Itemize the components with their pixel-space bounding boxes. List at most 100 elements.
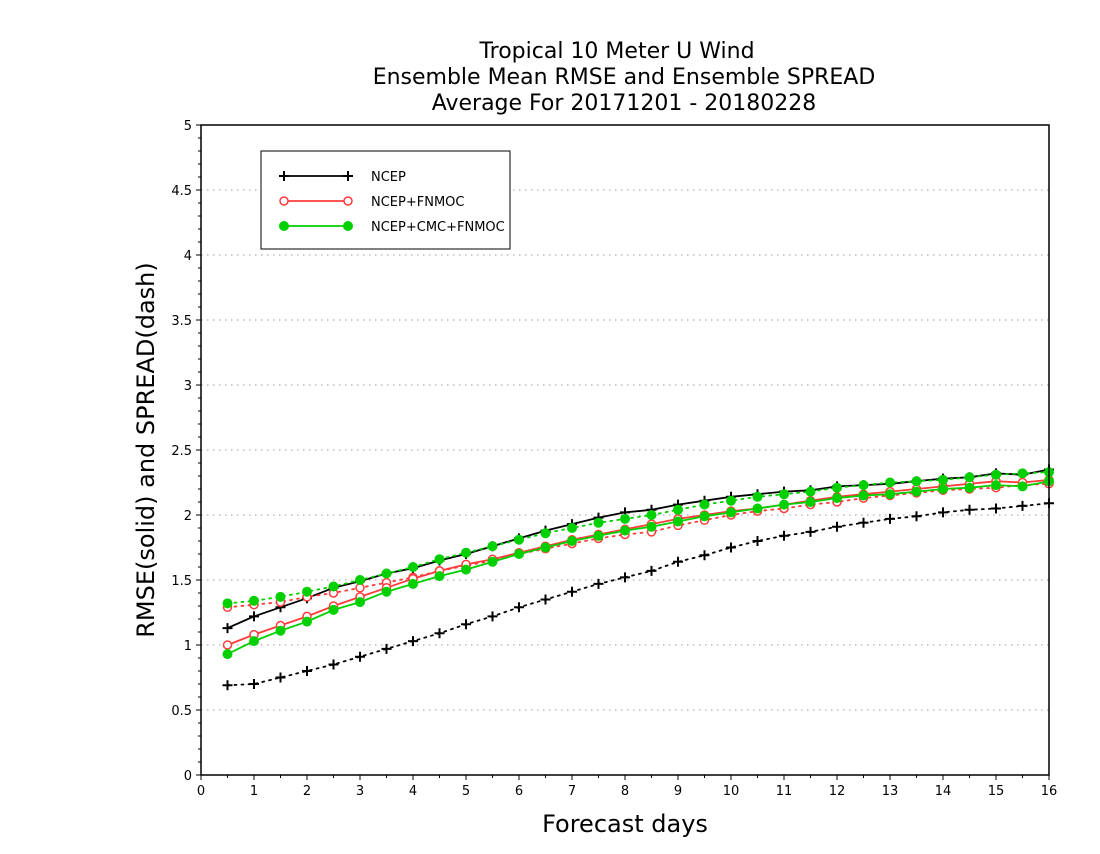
x-tick-label: 6 xyxy=(515,784,523,799)
spread-point xyxy=(275,672,286,683)
rmse-point xyxy=(673,516,683,527)
y-tick-label: 0.5 xyxy=(171,704,192,719)
legend-marker xyxy=(343,196,353,206)
legend-box xyxy=(260,150,511,250)
spread-point xyxy=(646,510,657,520)
y-axis-title: RMSE(solid) and SPREAD(dash) xyxy=(132,262,160,638)
spread-point xyxy=(1017,500,1028,511)
spread-point xyxy=(567,523,577,533)
rmse-point xyxy=(858,490,869,501)
spread-point xyxy=(832,521,842,532)
spread-point xyxy=(911,511,922,522)
spread-point xyxy=(699,499,710,510)
spread-point xyxy=(302,666,312,676)
series-layer xyxy=(222,464,1054,691)
series-ncep xyxy=(222,464,1054,691)
spread-point xyxy=(434,628,445,639)
rmse-point xyxy=(911,486,922,497)
spread-point xyxy=(885,513,895,524)
spread-point xyxy=(805,486,816,497)
rmse-point xyxy=(620,525,630,536)
spread-point xyxy=(885,477,895,488)
x-tick-label: 7 xyxy=(568,784,576,799)
rmse-point xyxy=(991,480,1001,491)
spread-point xyxy=(328,659,339,670)
x-tick-label: 2 xyxy=(303,784,311,799)
legend-marker xyxy=(279,196,289,206)
rmse-point xyxy=(805,497,816,507)
spread-line xyxy=(226,482,1050,609)
title-line-2: Ensemble Mean RMSE and Ensemble SPREAD xyxy=(373,65,876,90)
spread-point xyxy=(964,504,975,515)
spread-point xyxy=(964,472,975,483)
rmse-point xyxy=(699,511,710,522)
spread-point xyxy=(752,536,763,546)
rmse-point xyxy=(885,489,895,500)
spread-point xyxy=(381,568,392,579)
spread-point xyxy=(699,550,710,561)
spread-point xyxy=(355,651,365,662)
spread-point xyxy=(461,547,471,558)
x-tick-label: 11 xyxy=(776,784,793,799)
x-tick-label: 5 xyxy=(462,784,470,799)
y-tick-label: 1.5 xyxy=(171,574,192,589)
spread-point xyxy=(514,534,524,545)
spread-point xyxy=(991,503,1001,514)
spread-point xyxy=(991,469,1001,480)
y-tick-label: 0 xyxy=(184,769,192,784)
x-tick-label: 16 xyxy=(1041,784,1058,799)
spread-point xyxy=(832,482,842,493)
y-tick-label: 2.5 xyxy=(171,444,192,459)
spread-point xyxy=(249,679,259,689)
rmse-point xyxy=(487,556,498,567)
x-tick-label: 10 xyxy=(723,784,740,799)
x-tick-label: 3 xyxy=(356,784,364,799)
rmse-point xyxy=(514,549,524,559)
rmse-point xyxy=(302,616,312,627)
spread-point xyxy=(858,517,869,528)
spread-point xyxy=(779,489,789,500)
rmse-point xyxy=(249,636,259,647)
rmse-line xyxy=(227,480,1050,655)
spread-point xyxy=(858,480,869,491)
spread-point xyxy=(461,619,471,630)
rmse-point xyxy=(461,564,471,575)
spread-point xyxy=(540,528,551,539)
x-tick-label: 0 xyxy=(197,784,205,799)
rmse-point xyxy=(275,625,286,636)
rmse-point xyxy=(567,536,577,546)
spread-point xyxy=(620,513,630,524)
spread-point xyxy=(779,530,789,541)
legend-label: NCEP+FNMOC xyxy=(371,195,464,210)
spread-point xyxy=(302,586,312,597)
spread-point xyxy=(381,643,392,654)
spread-point xyxy=(540,594,551,605)
spread-point xyxy=(726,495,736,506)
spread-point xyxy=(222,598,233,609)
spread-point xyxy=(646,565,657,576)
spread-point xyxy=(805,526,816,537)
rmse-point xyxy=(938,484,948,494)
rmse-point xyxy=(381,586,392,597)
spread-point xyxy=(726,542,736,553)
legend-item: NCEP+FNMOC xyxy=(279,195,464,210)
spread-point xyxy=(408,636,418,647)
x-tick-label: 13 xyxy=(882,784,899,799)
legend-marker xyxy=(343,221,353,231)
rmse-point xyxy=(646,521,657,532)
series-ncep-fnmoc xyxy=(222,475,1054,650)
rmse-point xyxy=(222,623,233,634)
legend-item: NCEP xyxy=(279,170,406,185)
rmse-point xyxy=(408,578,418,589)
x-tick-label: 15 xyxy=(988,784,1005,799)
spread-point xyxy=(938,507,948,518)
spread-point xyxy=(222,680,233,691)
spread-point xyxy=(911,476,922,487)
spread-point xyxy=(328,581,339,592)
rmse-point xyxy=(540,542,551,553)
spread-point xyxy=(514,602,524,613)
legend-item: NCEP+CMC+FNMOC xyxy=(279,220,505,235)
spread-point xyxy=(487,541,498,552)
y-axis: 0 0.5 1 1.5 2 2.5 3 3.5 4 4.5 5 xyxy=(171,119,201,784)
